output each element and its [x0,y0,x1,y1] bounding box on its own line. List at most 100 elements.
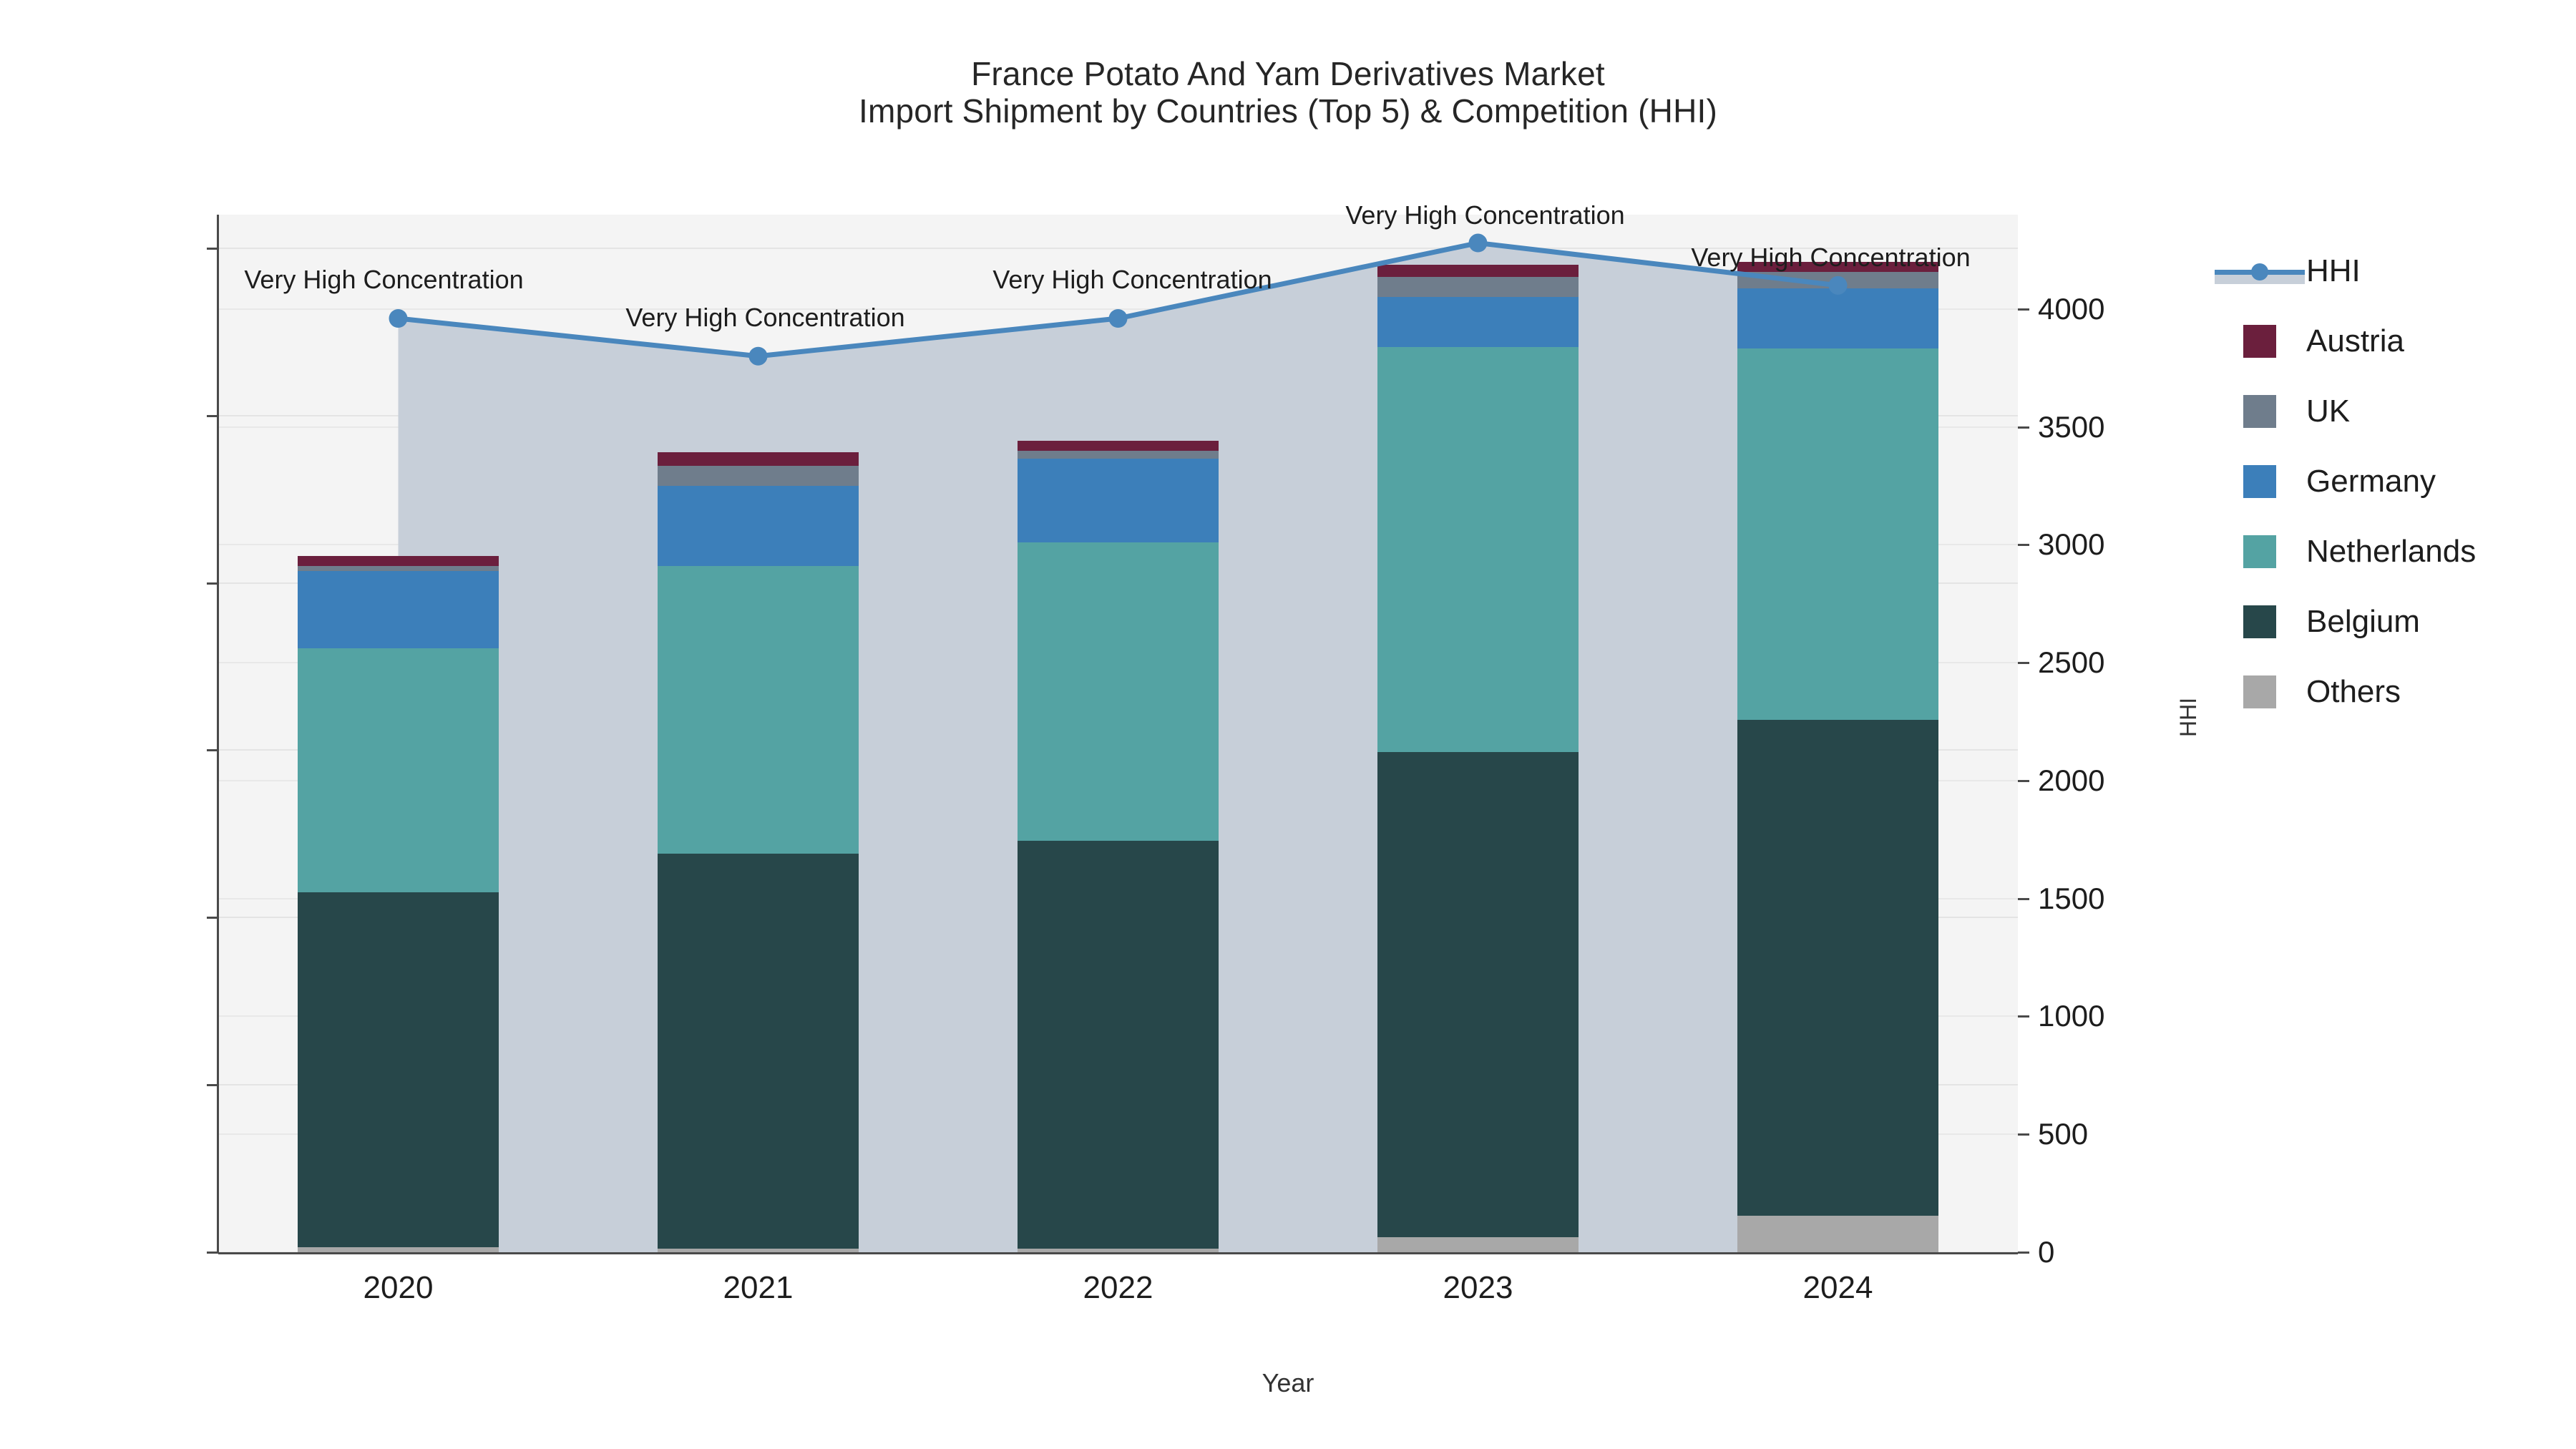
legend-item-netherlands[interactable]: Netherlands [2215,517,2544,587]
bar-segment-2020-austria[interactable] [297,556,499,567]
x-tick-label-2020: 2020 [363,1270,434,1305]
bar-group-2022[interactable] [1017,215,1219,1252]
y2-tick-label-2500: 2500 [2038,645,2105,680]
legend-item-hhi[interactable]: HHI [2215,236,2544,306]
y-tick-mark [207,749,218,752]
bar-segment-2023-others[interactable] [1377,1236,1579,1252]
y2-tick-label-3500: 3500 [2038,409,2105,444]
legend-label-germany: Germany [2306,464,2436,499]
annotation-2020: Very High Concentration [244,265,524,294]
bar-segment-2021-netherlands[interactable] [657,566,859,854]
bar-segment-2021-others[interactable] [657,1249,859,1252]
bar-segment-2020-belgium[interactable] [297,892,499,1247]
bar-segment-2021-austria[interactable] [657,452,859,466]
bar-segment-2021-uk[interactable] [657,465,859,486]
y2-tick-label-2000: 2000 [2038,763,2105,797]
chart-title: France Potato And Yam Derivatives Market… [0,55,2576,130]
annotation-2022: Very High Concentration [992,265,1272,294]
legend-swatch-uk [2243,395,2276,428]
legend-label-hhi: HHI [2306,253,2361,288]
bar-segment-2024-others[interactable] [1737,1215,1939,1252]
annotation-2023: Very High Concentration [1345,200,1625,230]
chart-title-line-2: Import Shipment by Countries (Top 5) & C… [859,92,1717,130]
chart-title-line-1: France Potato And Yam Derivatives Market [971,55,1605,92]
y-axis-left-line [217,215,219,1254]
legend-swatch-germany [2243,465,2276,498]
legend-item-germany[interactable]: Germany [2215,447,2544,517]
legend-swatch-others [2243,675,2276,708]
bar-segment-2022-uk[interactable] [1017,450,1219,459]
x-tick-label-2024: 2024 [1802,1270,1873,1305]
bar-segment-2020-germany[interactable] [297,571,499,648]
x-axis-line [218,1252,2018,1254]
bar-segment-2024-germany[interactable] [1737,288,1939,349]
x-tick-label-2023: 2023 [1443,1270,1513,1305]
legend-item-belgium[interactable]: Belgium [2215,587,2544,657]
annotation-2024: Very High Concentration [1691,242,1971,272]
bar-segment-2022-others[interactable] [1017,1249,1219,1252]
x-tick-label-2022: 2022 [1083,1270,1153,1305]
legend-label-austria: Austria [2306,323,2404,358]
bar-segment-2023-uk[interactable] [1377,276,1579,297]
y-tick-mark [207,247,218,250]
y2-tick-mark [2018,426,2029,429]
y2-tick-label-0: 0 [2038,1235,2055,1269]
y-axis-right-label: HHI [2175,697,2201,737]
bar-segment-2022-germany[interactable] [1017,459,1219,543]
bar-segment-2020-uk[interactable] [297,566,499,572]
y2-tick-mark [2018,897,2029,900]
y-tick-mark [207,917,218,919]
y-tick-mark [207,582,218,585]
y-tick-mark [207,1252,218,1254]
legend-item-others[interactable]: Others [2215,657,2544,727]
bar-group-2020[interactable] [297,215,499,1252]
bar-group-2021[interactable] [657,215,859,1252]
bar-segment-2020-netherlands[interactable] [297,648,499,893]
y2-tick-label-500: 500 [2038,1117,2089,1151]
y2-tick-mark [2018,662,2029,665]
bar-segment-2024-uk[interactable] [1737,271,1939,288]
y2-tick-mark [2018,1015,2029,1018]
chart-legend: HHI Austria UK Germany Netherlands Belgium Oth… [2215,236,2544,727]
bar-group-2023[interactable] [1377,215,1579,1252]
x-axis-label: Year [1262,1368,1314,1397]
y2-tick-label-4000: 4000 [2038,291,2105,326]
bar-segment-2022-belgium[interactable] [1017,840,1219,1249]
bar-segment-2023-netherlands[interactable] [1377,346,1579,752]
plot-area [218,215,2018,1252]
bar-segment-2022-netherlands[interactable] [1017,542,1219,841]
legend-label-belgium: Belgium [2306,604,2420,639]
bar-segment-2023-belgium[interactable] [1377,751,1579,1237]
legend-label-uk: UK [2306,394,2351,429]
bar-segment-2024-netherlands[interactable] [1737,348,1939,721]
legend-label-others: Others [2306,674,2401,709]
legend-swatch-netherlands [2243,535,2276,568]
bar-segment-2024-belgium[interactable] [1737,720,1939,1216]
y2-tick-mark [2018,544,2029,547]
bar-segment-2022-austria[interactable] [1017,440,1219,451]
y2-tick-label-3000: 3000 [2038,527,2105,562]
bar-segment-2023-austria[interactable] [1377,265,1579,277]
bar-group-2024[interactable] [1737,215,1939,1252]
legend-item-austria[interactable]: Austria [2215,306,2544,376]
y2-tick-mark [2018,1252,2029,1254]
legend-label-netherlands: Netherlands [2306,534,2477,569]
legend-swatch-belgium [2243,605,2276,638]
bar-segment-2020-others[interactable] [297,1246,499,1252]
annotation-2021: Very High Concentration [625,302,905,332]
y2-tick-label-1500: 1500 [2038,881,2105,915]
legend-dot-icon [2251,263,2268,280]
y2-tick-mark [2018,1133,2029,1136]
y-tick-mark [207,414,218,417]
bar-segment-2021-germany[interactable] [657,485,859,567]
legend-swatch-austria [2243,325,2276,358]
legend-item-uk[interactable]: UK [2215,376,2544,447]
y-tick-mark [207,1084,218,1087]
y2-tick-mark [2018,308,2029,311]
bar-segment-2021-belgium[interactable] [657,854,859,1249]
y2-tick-label-1000: 1000 [2038,999,2105,1033]
plot-inner [218,215,2018,1252]
bar-segment-2023-germany[interactable] [1377,296,1579,347]
legend-line-marker-icon [2215,255,2305,288]
